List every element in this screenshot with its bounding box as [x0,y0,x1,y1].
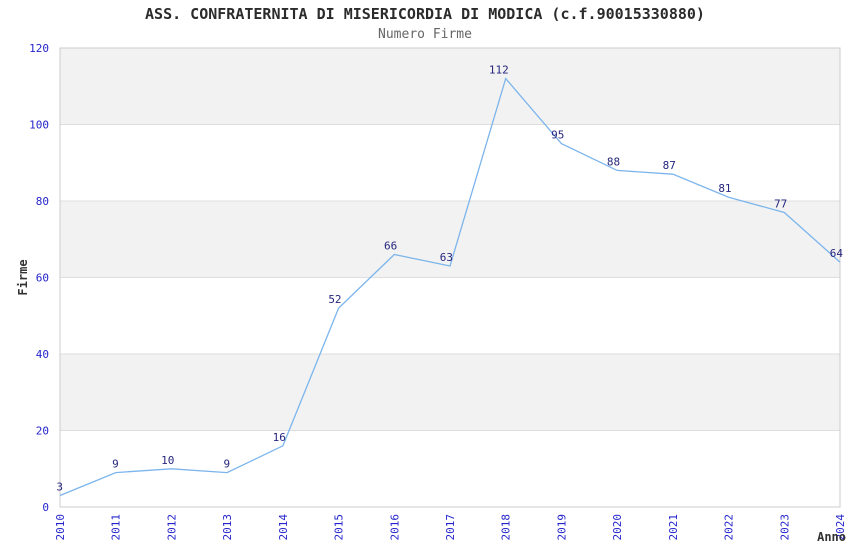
y-axis-title: Firme [16,259,30,295]
data-point-label: 88 [607,155,620,168]
x-tick-label: 2022 [723,514,736,541]
data-point-label: 64 [830,247,844,260]
y-band [60,124,840,201]
x-tick-label: 2023 [778,514,791,541]
x-tick-label: 2019 [555,514,568,541]
y-tick-label: 0 [42,501,49,514]
x-tick-label: 2014 [277,514,290,541]
plot-border [59,47,841,508]
y-band [60,277,840,354]
x-tick-label: 2013 [221,514,234,541]
x-tick-label: 2010 [54,514,67,541]
y-tick-label: 100 [29,119,49,132]
data-point-label: 112 [489,64,509,77]
y-tick-label: 120 [29,42,49,55]
y-band [60,430,840,507]
y-tick-label: 40 [36,348,49,361]
data-line [59,77,841,497]
x-tick-label: 2017 [444,514,457,541]
data-point-label: 3 [56,481,63,494]
x-tick-label: 2021 [667,514,680,541]
chart-subtitle: Numero Firme [378,27,472,42]
data-point-label: 16 [273,431,286,444]
data-point-label: 9 [112,458,119,471]
x-tick-label: 2020 [611,514,624,541]
chart-title: ASS. CONFRATERNITA DI MISERICORDIA DI MO… [145,5,705,23]
data-point-label: 9 [224,458,231,471]
data-point-label: 10 [161,454,174,467]
y-tick-label: 20 [36,425,49,438]
y-band [60,48,840,125]
data-point-label: 95 [551,129,564,142]
data-point-label: 63 [440,251,453,264]
data-point-label: 66 [384,240,397,253]
y-band [60,354,840,431]
x-tick-label: 2018 [500,514,513,541]
y-tick-label: 80 [36,195,49,208]
data-point-label: 52 [328,293,341,306]
x-tick-label: 2012 [165,514,178,541]
y-tick-label: 60 [36,272,49,285]
x-tick-label: 2011 [110,514,123,541]
x-tick-label: 2024 [834,514,847,541]
data-point-label: 81 [718,182,731,195]
x-axis-title: Anno [817,530,846,544]
data-point-label: 87 [663,159,676,172]
x-tick-label: 2015 [333,514,346,541]
data-point-label: 77 [774,197,787,210]
x-tick-label: 2016 [388,514,401,541]
